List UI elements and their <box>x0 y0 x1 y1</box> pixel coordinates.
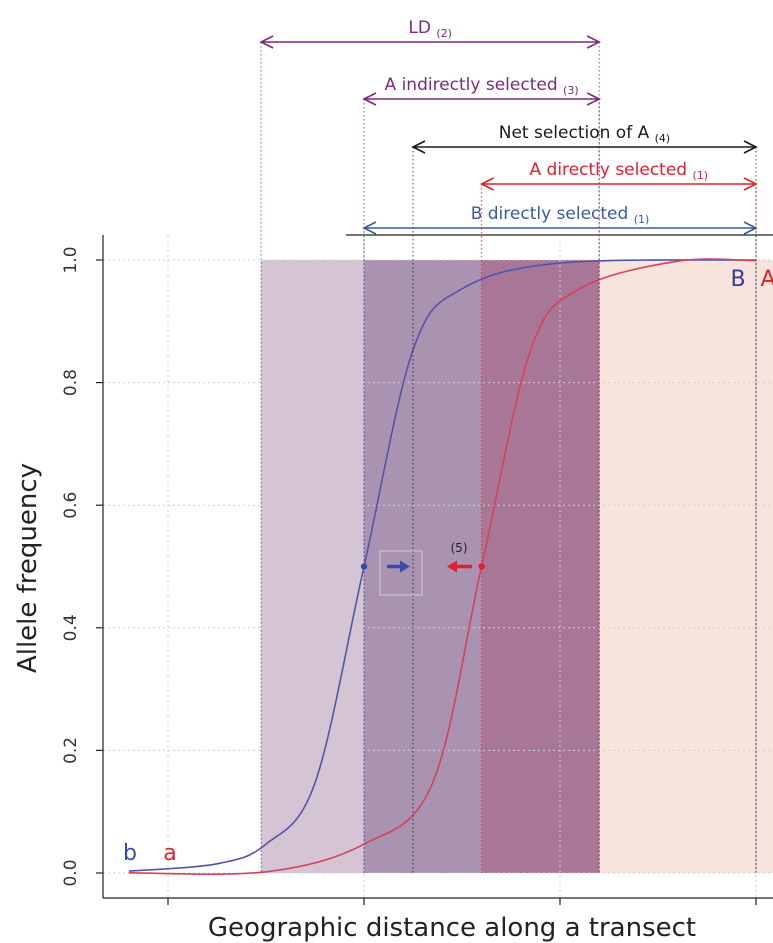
y-tick-label: 0.2 <box>61 737 81 764</box>
midpoint-dot-B <box>360 563 368 570</box>
center-marker-box <box>379 550 423 596</box>
midpoint-dot-A <box>478 563 485 570</box>
arrow-head-left <box>479 177 494 191</box>
y-axis-label: Allele frequency <box>13 463 43 673</box>
y-tick-label: 0.8 <box>61 369 81 396</box>
range-label-subscript: (4) <box>655 132 671 145</box>
range-label: B directly selected (1) <box>471 204 650 226</box>
shaded-region-2 <box>481 260 600 873</box>
range-label: A directly selected (1) <box>530 160 709 182</box>
range-label-subscript: (1) <box>693 169 709 182</box>
shaded-region-3 <box>599 260 773 873</box>
arrow-head-left <box>259 35 274 49</box>
series-line-B <box>128 259 757 872</box>
range-4: B directly selected (1) <box>362 204 758 235</box>
range-label: Net selection of A (4) <box>499 123 670 145</box>
arrow-head-right <box>743 221 758 235</box>
range-label-subscript: (2) <box>436 27 452 40</box>
range-1: A indirectly selected (3) <box>362 75 601 106</box>
arrow-head-left <box>362 221 377 235</box>
label-b-upper: B <box>730 267 745 292</box>
x-axis-label: Geographic distance along a transect <box>208 913 696 943</box>
arrow-head-right <box>743 140 758 154</box>
arrow-head-right <box>743 177 758 191</box>
range-3: A directly selected (1) <box>479 160 758 191</box>
axes: 0.0 0.2 0.4 0.6 0.8 1.0 <box>61 234 773 905</box>
y-tick-label: 0.4 <box>61 614 81 641</box>
range-label-subscript: (1) <box>634 213 650 226</box>
arrow-red-head <box>447 560 457 573</box>
range-arrows: LD (2) A indirectly selected (3) Net selec… <box>259 18 758 235</box>
range-label: A indirectly selected (3) <box>385 75 579 97</box>
midpoint-marks <box>360 550 485 596</box>
range-0: LD (2) <box>259 18 601 49</box>
y-tick-label: 1.0 <box>61 246 81 273</box>
label-a-lower: a <box>163 841 176 866</box>
arrow-head-right <box>586 35 601 49</box>
curves <box>128 258 757 875</box>
arrow-head-left <box>362 92 377 106</box>
y-tick-label: 0.0 <box>61 859 81 886</box>
center-marker-label: (5) <box>451 541 468 555</box>
series-line-A <box>128 258 757 875</box>
arrow-head-right <box>586 92 601 106</box>
range-label-subscript: (3) <box>563 84 579 97</box>
arrow-blue-head <box>400 560 410 573</box>
y-tick-label: 0.6 <box>61 492 81 519</box>
range-2: Net selection of A (4) <box>411 123 758 154</box>
arrow-head-left <box>411 140 426 154</box>
shaded-regions <box>261 260 773 873</box>
range-label: LD (2) <box>408 18 452 40</box>
label-a-upper: A <box>760 267 773 292</box>
label-b-lower: b <box>123 841 137 866</box>
